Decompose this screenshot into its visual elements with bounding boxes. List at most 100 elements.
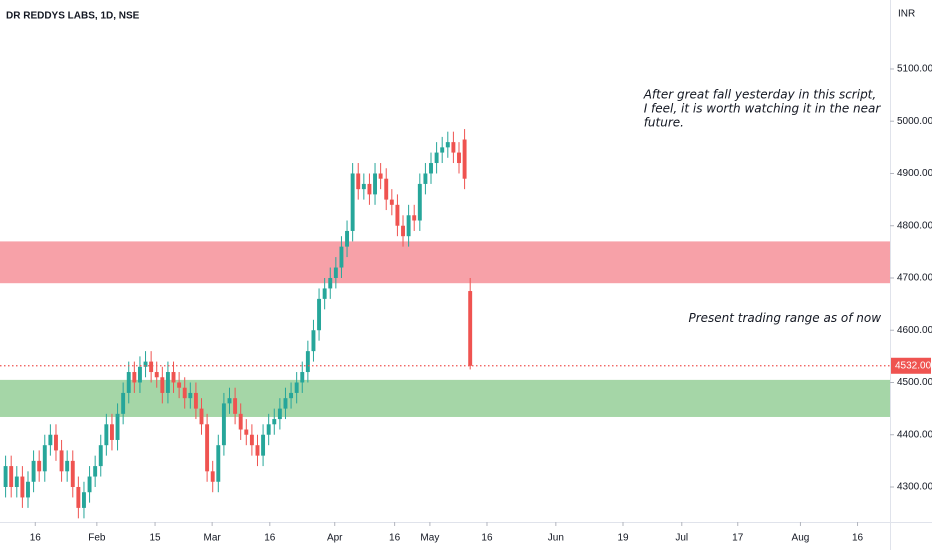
chart-title: DR REDDYS LABS, 1D, NSE xyxy=(6,11,140,22)
candle-body xyxy=(26,481,30,498)
candle-body xyxy=(277,408,282,420)
candle-body xyxy=(255,445,260,456)
y-axis-label: INR xyxy=(898,9,915,20)
candle-body xyxy=(283,398,288,409)
candle-body xyxy=(468,291,473,366)
x-tick-label: 16 xyxy=(852,533,864,544)
y-tick-label: 4400.00 xyxy=(897,429,932,440)
y-tick-label: 4800.00 xyxy=(897,220,932,231)
candle-body xyxy=(322,288,327,299)
candle-body xyxy=(104,424,109,446)
candle-body xyxy=(412,215,417,221)
annotation-text: After great fall yesterday in this scrip… xyxy=(643,88,877,102)
candle-body xyxy=(188,392,193,399)
x-tick-label: Aug xyxy=(792,533,810,544)
x-tick-label: 15 xyxy=(149,533,161,544)
x-tick-label: Mar xyxy=(204,533,222,544)
annotation-text: future. xyxy=(644,116,684,130)
candle-body xyxy=(423,173,428,184)
candle-body xyxy=(115,413,120,440)
candle-body xyxy=(261,434,266,456)
candle-body xyxy=(205,424,210,472)
candle-body xyxy=(221,403,226,446)
candle-body xyxy=(126,372,131,393)
candle-body xyxy=(193,392,198,409)
price-label: 4532.00 xyxy=(895,360,932,371)
annotation-text: I feel, it is worth watching it in the n… xyxy=(644,102,882,116)
candle-body xyxy=(462,139,467,179)
y-tick-label: 4900.00 xyxy=(897,168,932,179)
candle-body xyxy=(70,460,75,487)
x-tick-label: 16 xyxy=(481,533,493,544)
candle-body xyxy=(216,445,221,482)
candle-body xyxy=(76,486,81,508)
candle-body xyxy=(378,173,383,179)
candle-body xyxy=(311,330,316,352)
candle-body xyxy=(137,366,142,383)
candle-body xyxy=(233,398,238,414)
candle-body xyxy=(37,460,42,472)
x-tick-label: 16 xyxy=(30,533,42,544)
candle-body xyxy=(345,230,350,247)
candle-body xyxy=(401,225,405,237)
x-tick-label: 17 xyxy=(732,533,744,544)
candle-body xyxy=(389,199,394,205)
candle-body xyxy=(121,392,126,414)
x-tick-label: May xyxy=(420,533,439,544)
candle-body xyxy=(98,445,103,467)
candle-body xyxy=(14,476,19,487)
candle-body xyxy=(31,460,36,482)
x-tick-label: 19 xyxy=(617,533,629,544)
candle-body xyxy=(20,476,25,498)
candle-body xyxy=(93,466,98,477)
candle-body xyxy=(429,163,433,174)
zone xyxy=(0,241,890,284)
candle-body xyxy=(3,466,8,487)
candle-body xyxy=(42,445,47,472)
candle-body xyxy=(289,392,294,399)
candle-body xyxy=(305,351,310,373)
candle-body xyxy=(149,361,154,373)
candle-body xyxy=(272,419,277,425)
candle-body xyxy=(434,152,439,164)
candle-body xyxy=(109,424,114,440)
candle-body xyxy=(328,277,333,289)
candle-body xyxy=(300,372,305,383)
y-tick-label: 4500.00 xyxy=(897,377,932,388)
candle-body xyxy=(395,204,400,226)
candle-body xyxy=(440,147,445,153)
candle-body xyxy=(54,434,58,451)
zone xyxy=(0,379,890,417)
candle-body xyxy=(417,183,422,221)
x-tick-label: Jul xyxy=(675,533,688,544)
candle-body xyxy=(227,398,232,404)
candle-body xyxy=(82,492,86,508)
candle-body xyxy=(373,173,377,195)
candle-body xyxy=(48,434,53,446)
y-tick-label: 4700.00 xyxy=(897,273,932,284)
y-tick-label: 4600.00 xyxy=(897,325,932,336)
x-tick-label: 16 xyxy=(264,533,276,544)
candle-body xyxy=(367,183,372,195)
candle-body xyxy=(87,476,92,493)
candle-body xyxy=(445,142,450,148)
candle-body xyxy=(451,142,456,153)
candle-body xyxy=(339,246,344,268)
candle-body xyxy=(199,408,204,425)
candle-body xyxy=(249,434,254,446)
x-tick-label: Apr xyxy=(327,533,343,544)
y-tick-label: 5100.00 xyxy=(897,64,932,75)
candle-body xyxy=(143,361,148,367)
candle-body xyxy=(244,429,249,435)
candle-body xyxy=(177,382,182,388)
candle-body xyxy=(9,466,14,487)
candle-body xyxy=(266,424,271,435)
candle-body xyxy=(65,460,70,472)
y-tick-label: 5000.00 xyxy=(897,116,932,127)
candle-body xyxy=(59,450,64,472)
x-tick-label: Feb xyxy=(88,533,106,544)
candle-body xyxy=(160,377,165,393)
candle-body xyxy=(132,372,137,383)
x-tick-label: 16 xyxy=(389,533,401,544)
